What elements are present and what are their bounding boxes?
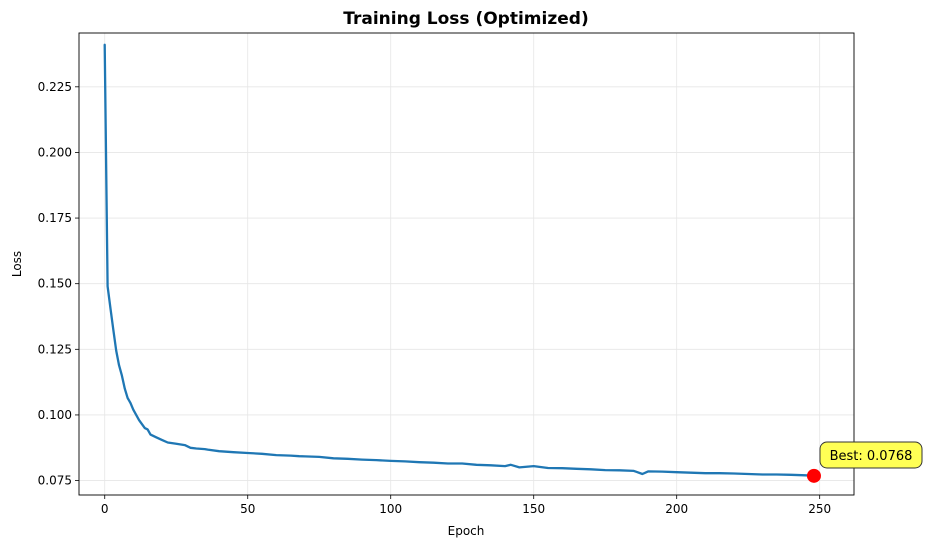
annotation-box — [819, 441, 923, 469]
best-annotation: Best: 0.0768 — [819, 441, 923, 469]
y-tick-label: 0.150 — [38, 277, 72, 291]
x-tick-label: 100 — [379, 502, 402, 516]
x-tick-label: 150 — [522, 502, 545, 516]
y-tick-label: 0.225 — [38, 80, 72, 94]
x-tick-label: 0 — [101, 502, 109, 516]
y-tick-label: 0.175 — [38, 211, 72, 225]
x-axis-label: Epoch — [448, 524, 485, 538]
y-tick-label: 0.200 — [38, 145, 72, 159]
x-axis: 0 50 100 150 200 250 — [101, 495, 831, 516]
x-tick-label: 200 — [665, 502, 688, 516]
y-axis-label: Loss — [10, 251, 24, 277]
y-tick-label: 0.075 — [38, 474, 72, 488]
grid — [79, 33, 854, 495]
y-tick-label: 0.125 — [38, 342, 72, 356]
plot-frame — [78, 32, 855, 496]
y-axis: 0.075 0.100 0.125 0.150 0.175 0.200 0.225 — [38, 80, 79, 488]
x-tick-label: 250 — [808, 502, 831, 516]
best-point-marker — [806, 468, 821, 483]
x-tick-label: 50 — [240, 502, 255, 516]
annotation-text: Best: 0.0768 — [830, 449, 913, 464]
chart-title: Training Loss (Optimized) — [343, 9, 588, 29]
y-tick-label: 0.100 — [38, 408, 72, 422]
series-line — [103, 43, 816, 477]
